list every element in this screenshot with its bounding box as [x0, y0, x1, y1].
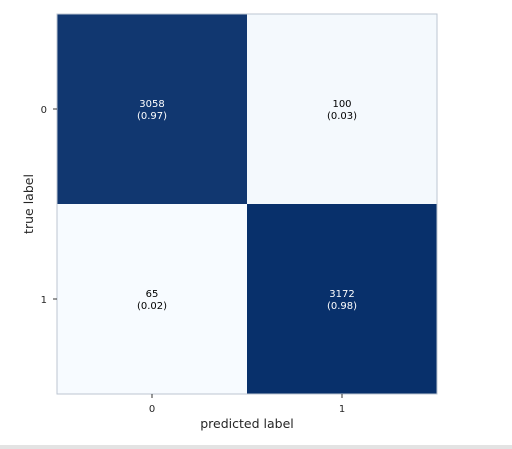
x-tick-label: 0: [149, 404, 155, 415]
window-bottom-bar: [0, 445, 512, 449]
cell-annotation-line: (0.02): [137, 301, 167, 312]
cell-annotation-line: 100: [332, 99, 351, 110]
cell-annotation-line: (0.97): [137, 111, 167, 122]
cell-annotation-0-0: 3058 (0.97): [137, 99, 167, 122]
heatmap-cell-0-0: [57, 14, 247, 204]
y-tick-label: 0: [41, 105, 47, 116]
heatmap-cell-1-0: [57, 204, 247, 394]
cell-annotation-1-0: 65 (0.02): [137, 289, 167, 312]
heatmap-cells: [57, 14, 437, 394]
heatmap-cell-0-1: [247, 14, 437, 204]
heatmap-cell-1-1: [247, 204, 437, 394]
plot-frame: [56, 13, 438, 395]
y-tick-label: 1: [41, 295, 47, 306]
cell-annotation-line: 3058: [139, 99, 164, 110]
cell-annotation-line: (0.03): [327, 111, 357, 122]
x-tick-label: 1: [339, 404, 345, 415]
x-axis-label: predicted label: [200, 416, 294, 431]
cell-annotation-0-1: 100 (0.03): [327, 99, 357, 122]
cell-annotations: 3058 (0.97) 100 (0.03) 65 (0.02) 3172 (0.98): [137, 99, 357, 312]
y-axis-ticks: 01: [41, 105, 57, 306]
cell-annotation-line: 65: [146, 289, 159, 300]
cell-annotation-line: 3172: [329, 289, 354, 300]
cell-annotation-line: (0.98): [327, 301, 357, 312]
y-axis-label: true label: [21, 174, 36, 234]
cell-annotation-1-1: 3172 (0.98): [327, 289, 357, 312]
